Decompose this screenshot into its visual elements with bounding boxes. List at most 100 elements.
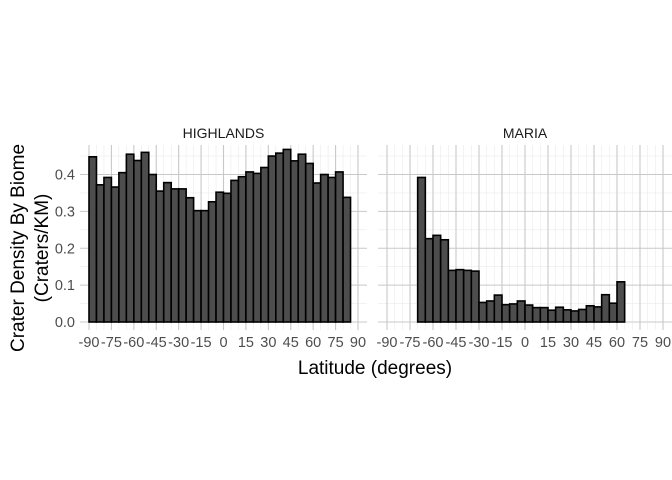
histogram-bar (432, 234, 442, 323)
histogram-bar (562, 309, 572, 323)
histogram-bar (493, 294, 503, 323)
x-tick-label: 90 (350, 335, 366, 351)
histogram-bar (462, 269, 473, 323)
histogram-bar (207, 200, 217, 323)
x-tick-label: 75 (632, 335, 648, 351)
labels-layer: HIGHLANDS-90 -75 -60 -45 -30 -15 0 15 30 45 60 75 90… (55, 125, 671, 351)
histogram-bar (424, 237, 434, 323)
y-tick-label: 0.1 (55, 278, 75, 294)
x-tick-label: -15 (492, 335, 513, 351)
histogram-bar (170, 188, 180, 323)
x-tick-label: 0 (219, 335, 227, 351)
y-tick-label: 0.3 (55, 204, 75, 220)
y-tick-label: 0.4 (55, 168, 75, 184)
x-tick-label: 90 (655, 335, 671, 351)
histogram-bar (289, 160, 300, 323)
y-tick-label: 0.0 (55, 315, 75, 331)
histogram-bar (162, 181, 172, 323)
histogram-bar (118, 171, 128, 323)
histogram-bar (524, 304, 534, 323)
bars-layer (88, 148, 626, 323)
x-tick-label: -75 (101, 335, 122, 351)
x-tick-label: -45 (146, 335, 167, 351)
histogram-bar (125, 153, 135, 323)
histogram-bar (260, 166, 270, 323)
x-tick-label: 60 (305, 335, 321, 351)
histogram-bar (485, 300, 496, 323)
histogram-bar (531, 306, 542, 323)
histogram-bar (342, 196, 352, 323)
histogram-bar (88, 156, 98, 323)
x-tick-label: -15 (191, 335, 212, 351)
x-tick-label: -45 (446, 335, 467, 351)
histogram-bar (547, 309, 557, 323)
histogram-bar (155, 190, 165, 323)
panel-strip-label: MARIA (503, 125, 548, 141)
histogram-bar (192, 209, 202, 323)
y-tick-label: 0.2 (55, 241, 75, 257)
histogram-bar (319, 173, 329, 323)
histogram-bar (416, 176, 427, 323)
histogram-bar (282, 148, 292, 323)
histogram-bar (593, 306, 603, 323)
histogram-bar (608, 302, 618, 323)
x-tick-label: -90 (79, 335, 100, 351)
histogram-bar (439, 238, 450, 323)
x-tick-label: 30 (563, 335, 579, 351)
x-tick-label: 45 (283, 335, 299, 351)
histogram-bar (200, 209, 210, 323)
x-tick-label: 15 (540, 335, 556, 351)
x-tick-label: 30 (260, 335, 276, 351)
histogram-bar (600, 293, 611, 323)
histogram-bar (312, 182, 322, 323)
y-axis-title-line-2: (Craters/KM) (32, 194, 53, 303)
histogram-bar (334, 171, 344, 323)
y-axis-title-line-1: Crater Density By Biome (8, 144, 29, 352)
histogram-bar (554, 306, 565, 323)
histogram-bar (570, 310, 580, 323)
histogram-bar (185, 196, 195, 323)
histogram-bar (478, 301, 488, 323)
histogram-bar (616, 281, 626, 323)
histogram-bar (222, 192, 232, 323)
histogram-bar (110, 186, 120, 323)
x-tick-label: -75 (400, 335, 421, 351)
histogram-bar (470, 270, 480, 323)
histogram-bar (327, 176, 337, 323)
histogram-bar (508, 303, 519, 323)
histogram-bar (577, 308, 588, 323)
histogram-bar (516, 300, 526, 323)
histogram-bar (455, 268, 465, 323)
histogram-bar (539, 306, 549, 323)
histogram-bar (133, 159, 143, 323)
x-tick-label: -90 (377, 335, 398, 351)
histogram-bar (147, 173, 158, 323)
x-tick-label: 75 (328, 335, 344, 351)
histogram-bar (252, 172, 262, 323)
histogram-bar (140, 151, 150, 323)
histogram-bar (267, 155, 277, 323)
histogram-bar (103, 176, 113, 323)
x-tick-label: 0 (521, 335, 529, 351)
histogram-bar (275, 152, 285, 323)
histogram-bar (585, 304, 595, 323)
histogram-bar (245, 171, 255, 323)
x-tick-label: -30 (469, 335, 490, 351)
x-tick-label: 15 (238, 335, 254, 351)
x-axis-title: Latitude (degrees) (298, 358, 452, 379)
histogram-bar (95, 184, 105, 323)
histogram-bar (215, 191, 225, 323)
x-tick-label: 60 (609, 335, 625, 351)
histogram-bar (177, 188, 187, 323)
histogram-bar (501, 303, 511, 323)
histogram-bar (230, 179, 240, 323)
x-tick-label: -30 (168, 335, 189, 351)
x-tick-label: -60 (423, 335, 444, 351)
panel-strip-label: HIGHLANDS (183, 125, 265, 141)
histogram-bar (297, 153, 307, 323)
histogram-bar (237, 175, 247, 323)
x-tick-label: -60 (123, 335, 144, 351)
histogram-bar (447, 269, 457, 323)
histogram-bar (304, 162, 314, 323)
